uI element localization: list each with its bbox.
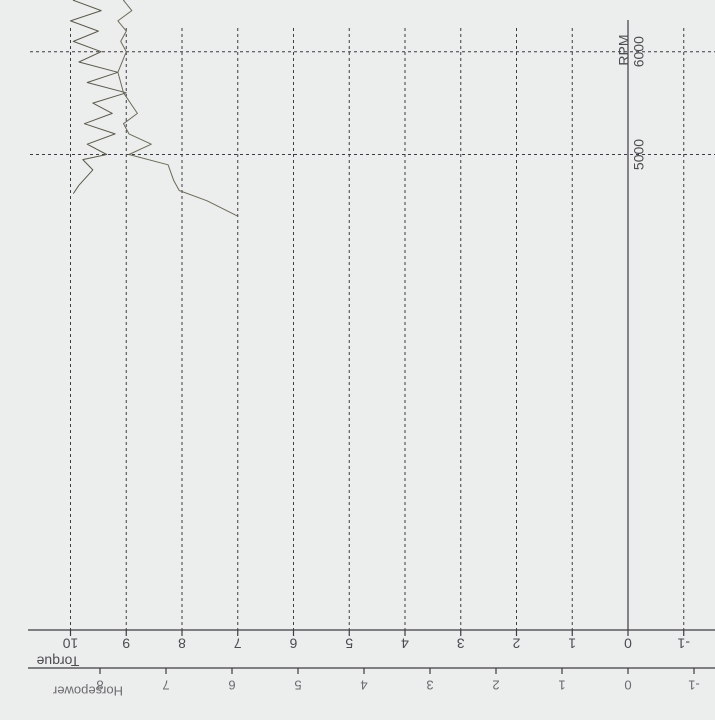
torque-tick-label: 5 — [345, 635, 353, 651]
torque-tick-label: 4 — [401, 635, 409, 651]
horsepower-tick-label: 0 — [624, 678, 631, 693]
series-lines — [70, 0, 239, 217]
rpm-tick-label: 5000 — [631, 139, 647, 170]
horsepower-tick-label: 7 — [162, 678, 169, 693]
horsepower-tick-label: 4 — [360, 678, 367, 693]
torque-tick-label: 0 — [624, 635, 632, 651]
rpm-axis-title: RPM — [616, 34, 632, 65]
horsepower-tick-label: 6 — [228, 678, 235, 693]
series-line-torque — [70, 0, 127, 194]
torque-tick-label: 2 — [512, 635, 520, 651]
torque-axis-title: Torque — [36, 653, 79, 669]
torque-tick-label: 6 — [289, 635, 297, 651]
rpm-tick-label: 6000 — [631, 36, 647, 67]
torque-tick-label: 9 — [122, 635, 130, 651]
torque-tick-label: 1 — [568, 635, 576, 651]
torque-tick-label: 8 — [178, 635, 186, 651]
torque-tick-label: 7 — [234, 635, 242, 651]
torque-tick-label: 10 — [63, 635, 79, 651]
horsepower-tick-label: 8 — [96, 678, 103, 693]
horsepower-tick-label: 5 — [294, 678, 301, 693]
horsepower-axis-title: Horsepower — [52, 684, 123, 699]
series-line-horsepower — [117, 0, 239, 217]
horsepower-tick-label: -1 — [688, 678, 700, 693]
horsepower-tick-label: 1 — [558, 678, 565, 693]
horsepower-tick-label: 3 — [426, 678, 433, 693]
torque-tick-label: 3 — [457, 635, 465, 651]
axes — [28, 20, 715, 674]
grid-lines — [30, 28, 715, 630]
tick-labels: 109876543210-1876543210-1500060007000800… — [36, 34, 700, 699]
horsepower-tick-label: 2 — [492, 678, 499, 693]
torque-tick-label: -1 — [677, 635, 690, 651]
